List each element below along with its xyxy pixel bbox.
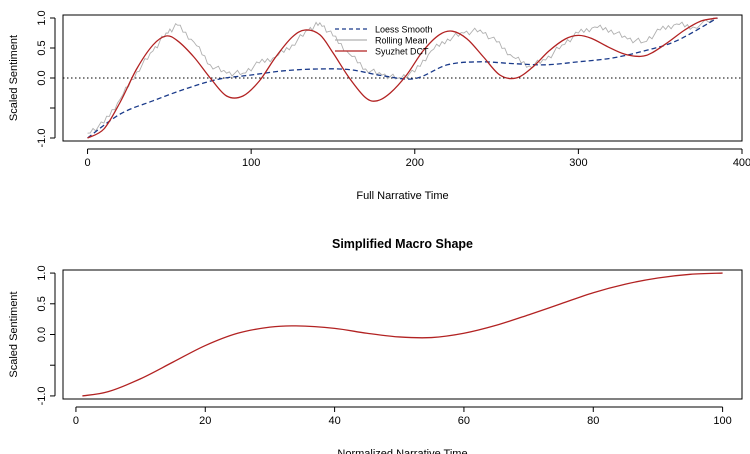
chart-title: Simplified Macro Shape [332,237,473,251]
legend-entry: Loess Smooth [375,25,433,35]
legend-entry: Rolling Mean [375,36,428,46]
x-tick-label: 300 [569,157,587,169]
y-tick-label: 0.5 [36,296,48,311]
y-tick-label: 1.0 [36,10,48,25]
x-tick-label: 100 [713,415,731,427]
x-tick-label: 200 [406,157,424,169]
x-axis-label: Normalized Narrative Time [337,448,467,454]
series-line [82,272,723,397]
x-tick-label: 60 [458,415,470,427]
y-tick-label: -1.0 [36,129,48,148]
x-tick-label: 400 [733,157,750,169]
x-tick-label: 0 [84,157,90,169]
series-line-loess-smooth [87,17,718,139]
y-tick-label: -1.0 [36,386,48,405]
x-tick-label: 20 [199,415,211,427]
y-axis-label: Scaled Sentiment [8,35,20,121]
plot-frame [62,269,743,400]
chart-macro-shape: Simplified Macro Shape 0 20 40 60 80 100 -1.0 0.… [8,237,743,454]
x-tick-label: 80 [587,415,599,427]
y-tick-label: 0.5 [36,40,48,55]
y-tick-label: 0.0 [36,327,48,342]
x-tick-label: 0 [73,415,79,427]
chart-full-narrative: 0 100 200 300 400 -1.0 0.0 0.5 1.0 Full Narrative… [8,10,750,202]
y-axis-label: Scaled Sentiment [8,291,20,377]
y-tick-label: 0.0 [36,70,48,85]
x-tick-label: 100 [242,157,260,169]
series-line-syuzhet-dct [87,17,718,139]
legend-entry: Syuzhet DCT [375,47,429,57]
y-tick-label: 1.0 [36,265,48,280]
series-line-rolling-mean [87,17,718,134]
x-axis-label: Full Narrative Time [356,190,448,202]
x-tick-label: 40 [328,415,340,427]
